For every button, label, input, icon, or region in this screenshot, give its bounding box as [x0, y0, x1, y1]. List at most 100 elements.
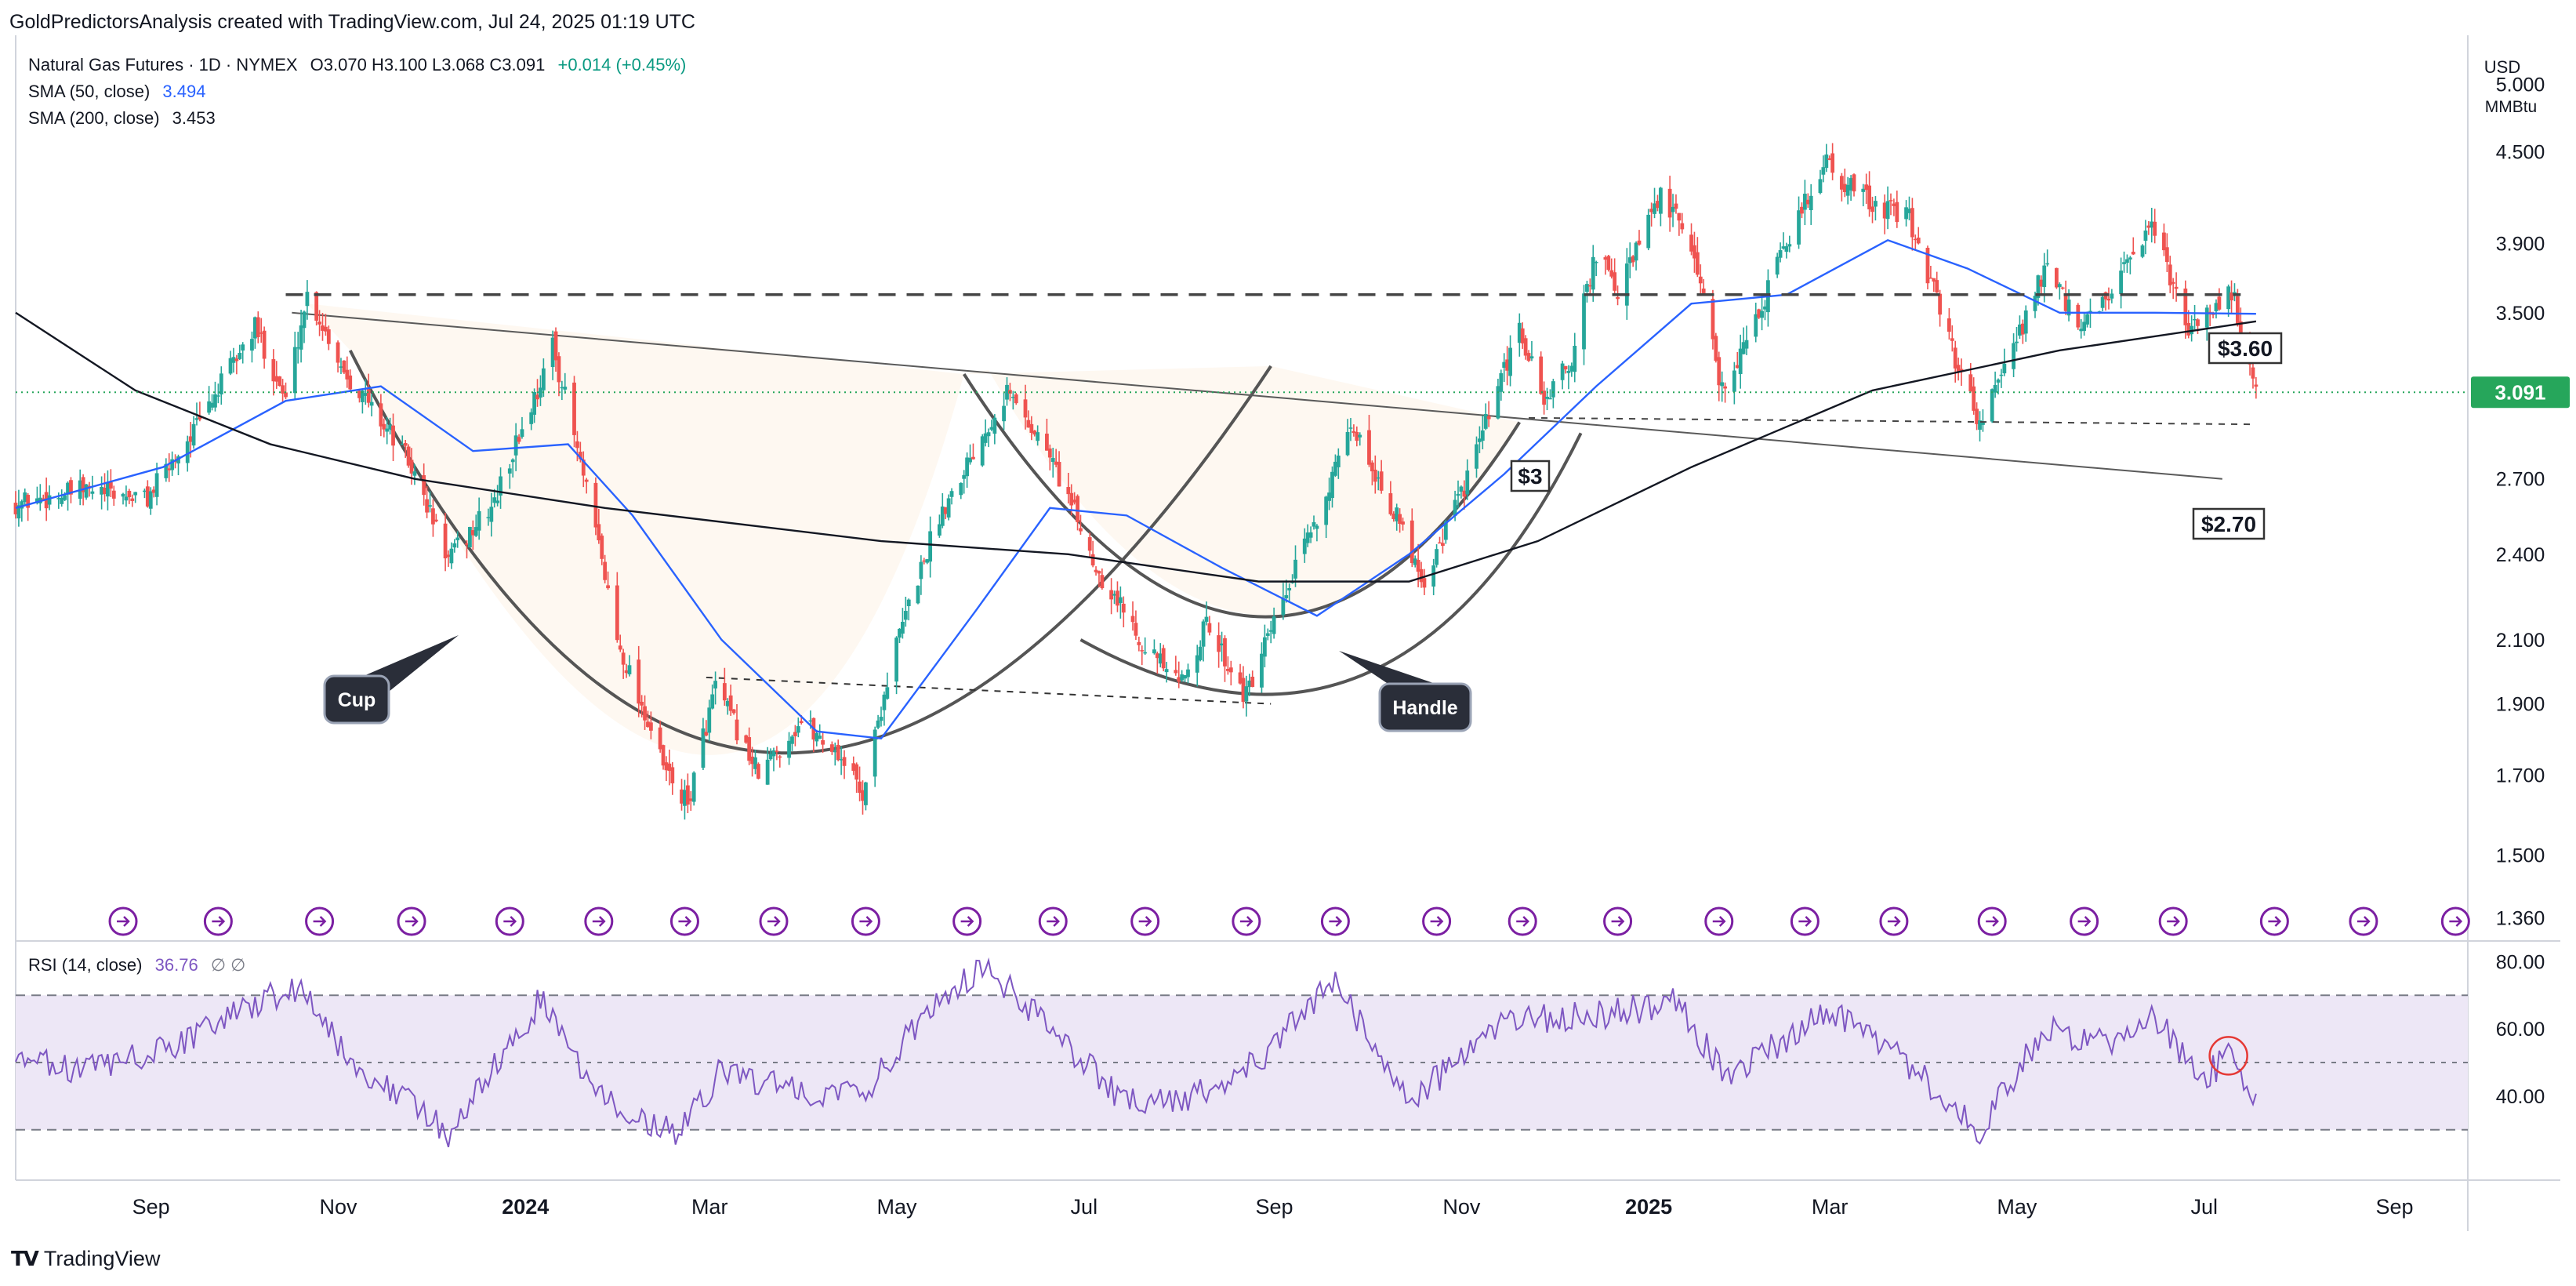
candle	[219, 366, 223, 405]
candle	[790, 734, 794, 751]
candle	[1351, 424, 1356, 437]
candle-body	[219, 373, 223, 394]
candle	[1050, 447, 1055, 478]
candle-body	[2162, 232, 2166, 251]
candle-body	[379, 403, 383, 427]
candle-body	[818, 736, 822, 739]
legend-sma50[interactable]: SMA (50, close) 3.494	[28, 82, 205, 102]
candle-body	[858, 781, 862, 794]
candle-body	[1603, 257, 1608, 260]
candle	[1358, 432, 1362, 446]
candle-body	[1174, 670, 1178, 674]
candle	[1520, 322, 1525, 349]
candle	[111, 485, 116, 507]
candle-body	[1076, 496, 1079, 522]
candle-body	[1438, 542, 1442, 544]
candle-body	[2214, 303, 2219, 311]
candle-body	[1778, 250, 1783, 258]
time-tick-label: Mar	[691, 1195, 728, 1219]
candle	[477, 497, 481, 540]
candle	[1268, 620, 1273, 644]
candle	[1693, 231, 1696, 273]
candle-body	[2119, 271, 2124, 295]
candle-body	[1367, 430, 1371, 465]
candle	[1551, 379, 1555, 409]
candle-body	[1014, 394, 1018, 404]
candle-body	[145, 486, 150, 507]
candle	[858, 766, 862, 801]
chart-frame	[15, 35, 2560, 1231]
candle-body	[1956, 365, 1961, 372]
candle	[1569, 362, 1574, 377]
candle	[1606, 254, 1611, 272]
handle-callout: Handle	[1339, 651, 1472, 732]
candle	[60, 489, 64, 507]
sma50-value: 3.494	[162, 82, 206, 101]
cup-fill	[307, 303, 1520, 755]
candle	[1809, 183, 1813, 225]
candle-body	[60, 497, 64, 504]
candle-body	[1333, 461, 1337, 476]
candle	[278, 376, 282, 387]
candle	[928, 516, 933, 578]
candle-body	[943, 507, 948, 514]
candle	[299, 309, 303, 363]
candle-body	[648, 722, 653, 731]
candle	[1441, 529, 1445, 554]
candle-body	[1874, 201, 1878, 207]
candle	[422, 463, 426, 506]
candle	[1401, 518, 1405, 531]
candle-body	[385, 428, 390, 432]
candle	[581, 451, 586, 488]
event-marker-icon	[1977, 906, 2007, 936]
candle	[1330, 466, 1334, 508]
candle-body	[2106, 299, 2111, 301]
candle	[664, 756, 669, 782]
event-marker-icon	[669, 906, 699, 936]
candle	[1029, 416, 1034, 441]
candle	[1990, 388, 1994, 423]
candle	[1637, 230, 1642, 246]
candle-body	[314, 292, 319, 321]
candle	[406, 444, 411, 468]
candle-body	[903, 611, 908, 620]
candle-body	[756, 764, 760, 779]
candle	[1087, 532, 1092, 557]
candle	[648, 711, 653, 739]
candle-body	[262, 330, 267, 359]
candle	[1882, 194, 1887, 234]
candle-body	[688, 798, 693, 801]
candle	[1714, 332, 1718, 363]
candle-body	[357, 391, 361, 398]
candle-body	[2193, 318, 2197, 321]
legend-rsi[interactable]: RSI (14, close) 36.76 ∅ ∅	[28, 955, 245, 975]
candle	[1904, 200, 1908, 227]
tradingview-logo[interactable]: 𝗧𝗩 TradingView	[11, 1247, 160, 1271]
event-arrow	[405, 916, 419, 927]
candle-body	[771, 750, 776, 757]
candle	[1116, 581, 1119, 612]
current-price-badge	[2471, 376, 2570, 409]
candle-body	[1137, 641, 1141, 645]
candle-body	[366, 389, 371, 403]
candle	[455, 531, 460, 548]
event-arrow	[117, 916, 130, 927]
candle	[130, 494, 135, 507]
candle-body	[1265, 633, 1270, 636]
candle	[360, 389, 365, 414]
candle	[731, 709, 736, 715]
candle-body	[2238, 321, 2243, 334]
legend-sma200[interactable]: SMA (200, close) 3.453	[28, 108, 216, 129]
candle-body	[1410, 520, 1414, 564]
candle-body	[216, 395, 220, 397]
candle-body	[1542, 391, 1547, 405]
candle	[336, 340, 340, 372]
candle-body	[1395, 507, 1399, 521]
candle	[1435, 544, 1439, 568]
candle-body	[922, 560, 927, 562]
candle	[20, 500, 24, 522]
legend-symbol-row[interactable]: Natural Gas Futures · 1D · NYMEX O3.070 …	[28, 55, 686, 75]
candle-body	[1594, 262, 1598, 263]
candle-body	[363, 393, 368, 396]
